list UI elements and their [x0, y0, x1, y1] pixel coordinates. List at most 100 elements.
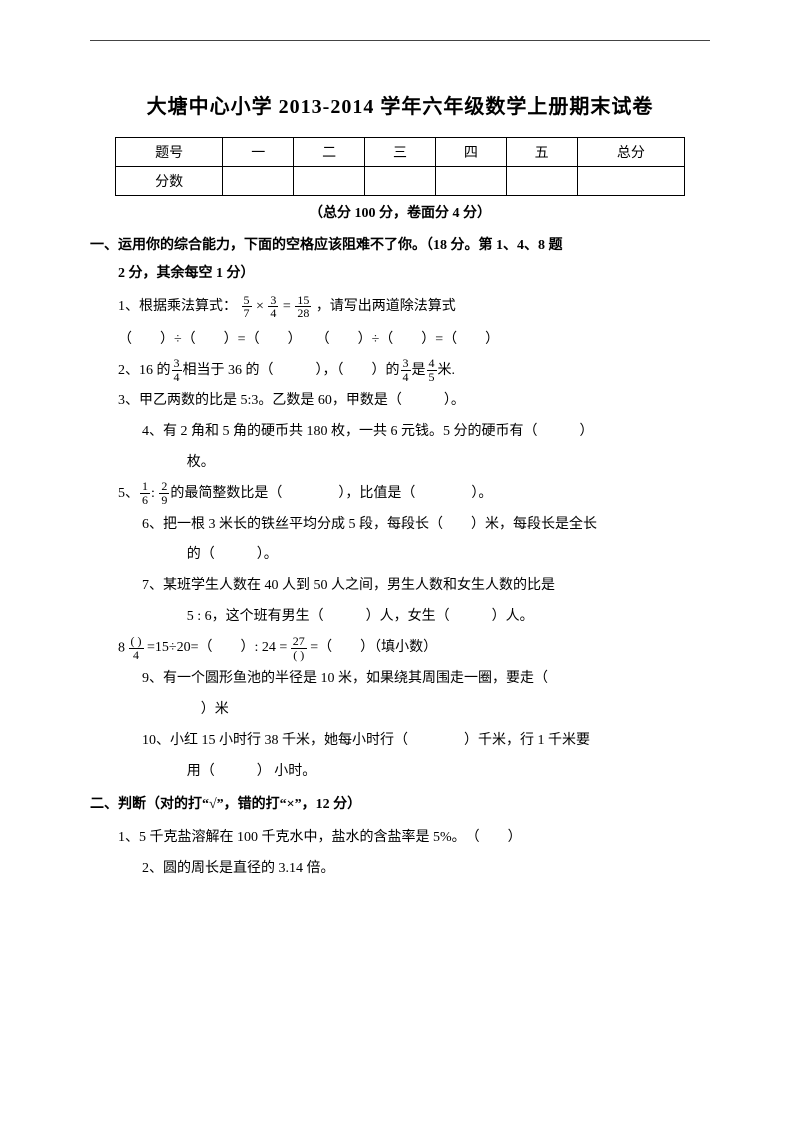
s2-q1-text: 5 千克盐溶解在 100 千克水中，盐水的含盐率是 5%。 （ ）	[139, 830, 522, 845]
q4: 4、有 2 角和 5 角的硬币共 180 枚，一共 6 元钱。5 分的硬币有（ …	[142, 417, 710, 479]
q2-frac-3-d: 5	[427, 371, 437, 384]
q8-seg-a: =15÷20=（ ）: 24 =	[147, 633, 287, 664]
score-cell	[435, 167, 506, 196]
q1-frac-1: 57	[241, 294, 253, 320]
q5-number: 5、	[118, 486, 139, 501]
q2-frac-3: 45	[426, 357, 438, 383]
q5-colon: :	[151, 486, 155, 501]
q2-frac-2: 34	[400, 357, 412, 383]
q7-text-a: 某班学生人数在 40 人到 50 人之间，男生人数和女生人数的比是	[163, 578, 555, 593]
score-table-header-row: 题号 一 二 三 四 五 总分	[115, 138, 684, 167]
q7-number: 7、	[142, 578, 163, 593]
section-1-heading-line1: 一、运用你的综合能力，下面的空格应该阻难不了你。（18 分。第 1、4、8 题	[90, 238, 563, 253]
q10-text-a: 小红 15 小时行 38 千米，她每小时行（ ）千米，行 1 千米要	[170, 733, 590, 748]
score-table: 题号 一 二 三 四 五 总分 分数	[115, 137, 685, 196]
q5-frac-1-n: 1	[140, 480, 150, 494]
section-2-questions: 1、5 千克盐溶解在 100 千克水中，盐水的含盐率是 5%。 （ ） 2、圆的…	[90, 823, 710, 885]
q1-op1: ×	[256, 299, 264, 314]
q1-frac-1-n: 5	[242, 294, 252, 308]
q10: 10、小红 15 小时行 38 千米，她每小时行（ ）千米，行 1 千米要 用（…	[142, 726, 710, 788]
score-col-total: 总分	[577, 138, 685, 167]
q5-frac-2: 29	[158, 480, 170, 506]
q10-text-b: 用（ ） 小时。	[142, 757, 710, 788]
s2-q2: 2、圆的周长是直径的 3.14 倍。	[142, 854, 710, 885]
score-col-1: 一	[223, 138, 294, 167]
q8-frac-2-bot: ( )	[291, 649, 307, 662]
score-cell	[294, 167, 365, 196]
q1-frac-2-n: 3	[268, 294, 278, 308]
q9-number: 9、	[142, 671, 163, 686]
q2-frac-2-d: 4	[401, 371, 411, 384]
q8: 8 ( ) 4 =15÷20=（ ）: 24 = 27 ( ) =（ ）（填小数…	[118, 633, 710, 664]
q1-frac-3: 1528	[294, 294, 312, 320]
score-col-3: 三	[365, 138, 436, 167]
q1-frac-3-d: 28	[295, 307, 311, 320]
q2-frac-1-n: 3	[172, 357, 182, 371]
q9-text-a: 有一个圆形鱼池的半径是 10 米，如果绕其周围走一圈，要走（	[163, 671, 562, 686]
page-title: 大塘中心小学 2013-2014 学年六年级数学上册期末试卷	[90, 90, 710, 119]
q10-number: 10、	[142, 733, 170, 748]
q1-frac-2-d: 4	[268, 307, 278, 320]
q8-frac-1-top: ( )	[129, 635, 144, 649]
score-col-2: 二	[294, 138, 365, 167]
q8-frac-2-top: 27	[291, 635, 307, 649]
q1-text-a: 根据乘法算式：	[139, 299, 237, 314]
q2-text-b: 相当于 36 的（ ），（ ）的	[183, 363, 400, 378]
score-col-5: 五	[506, 138, 577, 167]
q2-frac-1-d: 4	[172, 371, 182, 384]
q1-frac-2: 34	[267, 294, 279, 320]
q3-text: 甲乙两数的比是 5:3。乙数是 60，甲数是（ ）。	[139, 393, 465, 408]
q2-text-a: 16 的	[139, 363, 171, 378]
q2-text-d: 米.	[438, 363, 456, 378]
q4-number: 4、	[142, 424, 163, 439]
q9-text-b: ）米	[142, 695, 710, 726]
q1-frac-3-n: 15	[295, 294, 311, 308]
q3: 3、甲乙两数的比是 5:3。乙数是 60，甲数是（ ）。	[118, 386, 710, 417]
q7: 7、某班学生人数在 40 人到 50 人之间，男生人数和女生人数的比是 5 : …	[142, 571, 710, 633]
q1-eq: =	[283, 299, 291, 314]
exam-page: 大塘中心小学 2013-2014 学年六年级数学上册期末试卷 题号 一 二 三 …	[0, 0, 800, 1132]
q5-frac-1-d: 6	[140, 494, 150, 507]
q8-frac-2: 27 ( )	[291, 635, 307, 661]
score-table-values-row: 分数	[115, 167, 684, 196]
score-cell	[365, 167, 436, 196]
s2-q2-number: 2、	[142, 861, 163, 876]
q5: 5、16: 29的最简整数比是（ ），比值是（ ）。	[118, 479, 710, 510]
section-1-heading: 一、运用你的综合能力，下面的空格应该阻难不了你。（18 分。第 1、4、8 题 …	[90, 232, 710, 288]
q7-text-b: 5 : 6，这个班有男生（ ）人，女生（ ）人。	[142, 602, 710, 633]
q9: 9、有一个圆形鱼池的半径是 10 米，如果绕其周围走一圈，要走（ ）米	[142, 664, 710, 726]
section-1-questions: 1、根据乘法算式： 57 × 34 = 1528 ，请写出两道除法算式 （ ）÷…	[90, 292, 710, 787]
q6-text-a: 把一根 3 米长的铁丝平均分成 5 段，每段长（ ）米，每段长是全长	[163, 517, 597, 532]
score-table-header-label: 题号	[115, 138, 223, 167]
score-row-label: 分数	[115, 167, 223, 196]
q2-text-c: 是	[412, 363, 426, 378]
q8-frac-1-bot: 4	[129, 649, 144, 662]
q1-equation-line: （ ）÷（ ）=（ ） （ ）÷（ ）=（ ）	[118, 325, 710, 356]
score-cell	[506, 167, 577, 196]
s2-q1-number: 1、	[118, 830, 139, 845]
q4-text-a: 有 2 角和 5 角的硬币共 180 枚，一共 6 元钱。5 分的硬币有（ ）	[163, 424, 594, 439]
q2: 2、16 的34相当于 36 的（ ），（ ）的34是45米.	[118, 356, 710, 387]
q6: 6、把一根 3 米长的铁丝平均分成 5 段，每段长（ ）米，每段长是全长 的（ …	[142, 510, 710, 572]
q1-frac-1-d: 7	[242, 307, 252, 320]
q1-text-b: ，请写出两道除法算式	[316, 299, 456, 314]
q8-frac-1: ( ) 4	[129, 635, 144, 661]
q1-number: 1、	[118, 299, 139, 314]
score-cell	[577, 167, 685, 196]
score-cell	[223, 167, 294, 196]
q5-frac-1: 16	[139, 480, 151, 506]
q2-frac-1: 34	[171, 357, 183, 383]
q2-frac-3-n: 4	[427, 357, 437, 371]
q6-text-b: 的（ ）。	[142, 540, 710, 571]
score-col-4: 四	[435, 138, 506, 167]
subtitle: （总分 100 分，卷面分 4 分）	[90, 202, 710, 222]
top-rule	[90, 40, 710, 41]
q8-number: 8	[118, 640, 125, 655]
q8-seg-b: =（ ）（填小数）	[310, 633, 437, 664]
section-1-heading-line2: 2 分，其余每空 1 分）	[90, 260, 710, 288]
s2-q2-text: 圆的周长是直径的 3.14 倍。	[163, 861, 335, 876]
section-2-heading: 二、判断（对的打“√”，错的打“×”，12 分）	[90, 791, 710, 819]
s2-q1: 1、5 千克盐溶解在 100 千克水中，盐水的含盐率是 5%。 （ ）	[118, 823, 710, 854]
q5-frac-2-d: 9	[159, 494, 169, 507]
q2-frac-2-n: 3	[401, 357, 411, 371]
